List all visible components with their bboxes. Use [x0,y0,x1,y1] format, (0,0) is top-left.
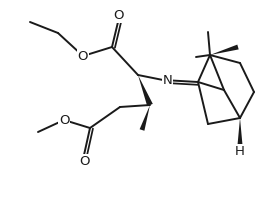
Polygon shape [210,45,239,55]
Text: O: O [113,9,123,22]
Polygon shape [238,118,242,145]
Text: O: O [78,49,88,62]
Polygon shape [140,105,150,131]
Text: H: H [235,145,245,158]
Text: O: O [59,113,69,127]
Text: N: N [163,74,173,87]
Polygon shape [138,75,153,106]
Text: O: O [79,155,89,168]
